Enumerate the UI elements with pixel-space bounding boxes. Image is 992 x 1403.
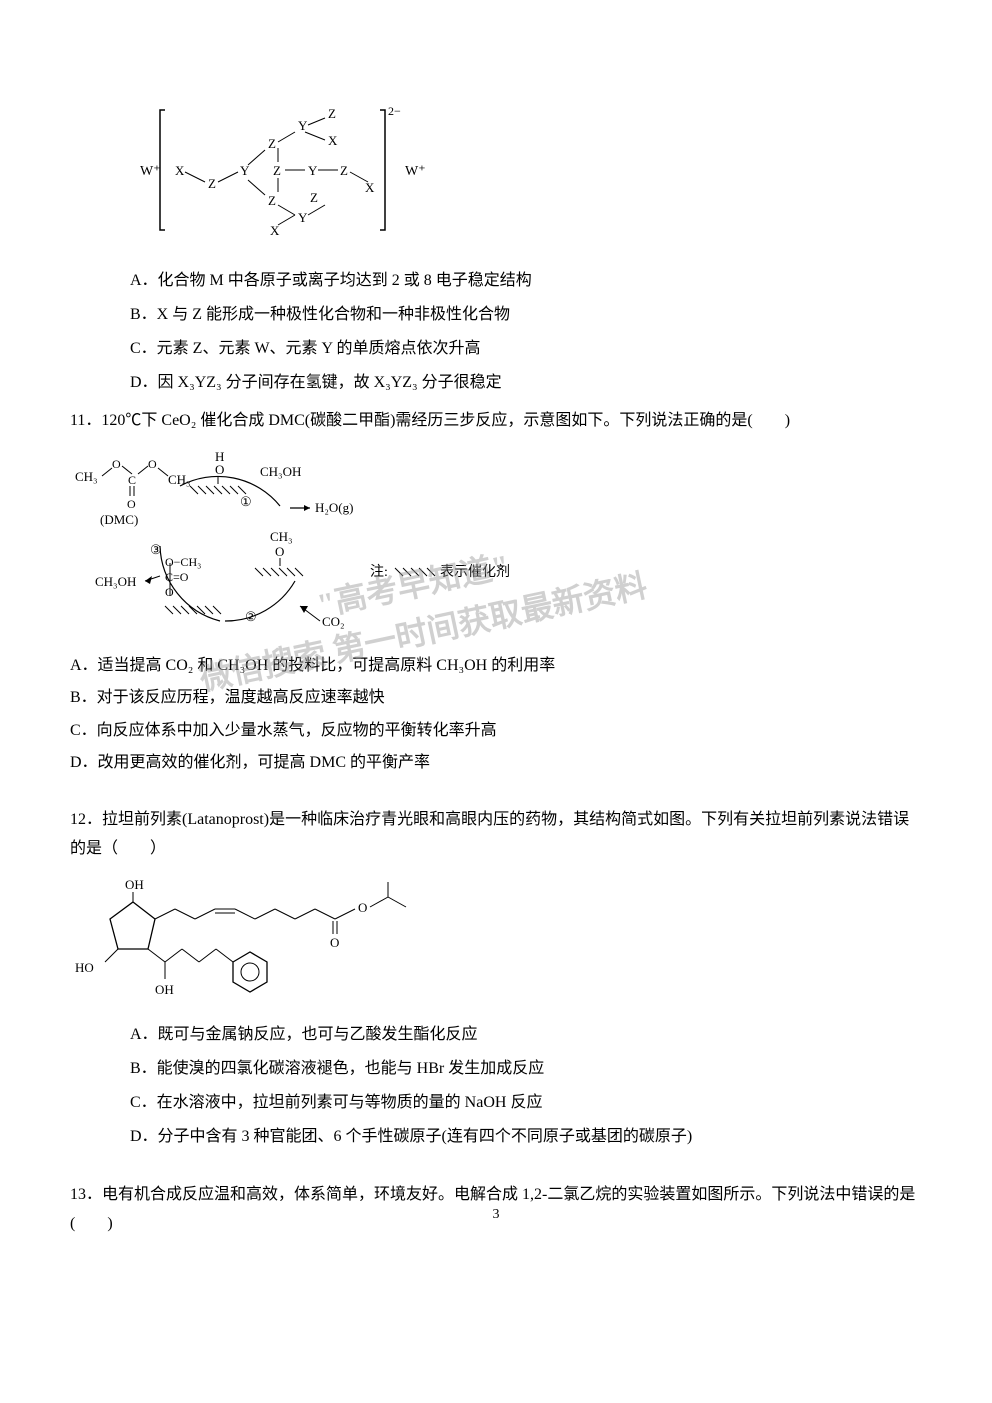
q11-choice-b: B．对于该反应历程，温度越高反应速率越快 (70, 683, 922, 713)
q12-choice-d: D．分子中含有 3 种官能团、6 个手性碳原子(连有四个不同原子或基团的碳原子) (130, 1121, 922, 1153)
svg-text:O: O (127, 497, 136, 511)
q11-choice-d: D．改用更高效的催化剂，可提高 DMC 的平衡产率 (70, 748, 922, 778)
q11-stem: 11．120℃下 CeO₂ 催化合成 DMC(碳酸二甲酯)需经历三步反应，示意图… (70, 407, 922, 436)
q11-choice-a: A．适当提高 CO₂ 和 CH₃OH 的投料比，可提高原料 CH₃OH 的利用率 (70, 651, 922, 681)
q12-choice-a: A．既可与金属钠反应，也可与乙酸发生酯化反应 (130, 1019, 922, 1051)
svg-text:C: C (128, 473, 136, 487)
q10-choice-d: D．因 X₃YZ₃ 分子间存在氢键，故 X₃YZ₃ 分子很稳定 (130, 367, 922, 399)
svg-text:Y: Y (298, 210, 308, 225)
q10-choice-b: B．X 与 Z 能形成一种极性化合物和一种非极性化合物 (130, 299, 922, 331)
svg-text:Z: Z (310, 190, 318, 205)
svg-text:Y: Y (298, 118, 308, 133)
svg-text:①: ① (240, 494, 252, 509)
svg-text:OH: OH (125, 877, 144, 892)
svg-text:注:: 注: (370, 564, 388, 580)
svg-text:X: X (365, 180, 375, 195)
svg-text:O: O (330, 935, 339, 950)
q10-choices: A．化合物 M 中各原子或离子均达到 2 或 8 电子稳定结构 B．X 与 Z … (130, 265, 922, 399)
svg-text:O: O (275, 544, 284, 559)
svg-text:Y: Y (308, 163, 318, 178)
q12-choice-c: C．在水溶液中，拉坦前列素可与等物质的量的 NaOH 反应 (130, 1087, 922, 1119)
q10-complex-diagram: W⁺ 2− W⁺ X Z Y Z Y Z X Z Y Z X (130, 100, 922, 245)
q10-choice-c: C．元素 Z、元素 W、元素 Y 的单质熔点依次升高 (130, 333, 922, 365)
svg-text:CH₃: CH₃ (168, 472, 191, 487)
svg-text:Z: Z (340, 163, 348, 178)
svg-text:CH₃OH: CH₃OH (95, 574, 136, 589)
svg-text:Z: Z (268, 193, 276, 208)
svg-text:O: O (215, 462, 224, 477)
svg-text:Z: Z (273, 163, 281, 178)
svg-text:O: O (112, 457, 121, 471)
svg-text:Z: Z (208, 176, 216, 191)
q12-stem: 12．拉坦前列素(Latanoprost)是一种临床治疗青光眼和高眼内压的药物，… (70, 806, 922, 864)
q12-structure: OH HO OH O O (70, 874, 922, 1009)
svg-text:O: O (148, 457, 157, 471)
svg-text:CH₃: CH₃ (270, 529, 293, 544)
svg-text:CO₂: CO₂ (322, 614, 345, 629)
q10-choice-a: A．化合物 M 中各原子或离子均达到 2 或 8 电子稳定结构 (130, 265, 922, 297)
svg-text:X: X (270, 223, 280, 238)
w-plus-left: W⁺ (140, 164, 161, 179)
svg-text:C=O: C=O (165, 570, 189, 584)
q11-choices: A．适当提高 CO₂ 和 CH₃OH 的投料比，可提高原料 CH₃OH 的利用率… (70, 651, 922, 779)
q12-choice-b: B．能使溴的四氯化碳溶液褪色，也能与 HBr 发生加成反应 (130, 1053, 922, 1085)
svg-text:CH₃OH: CH₃OH (260, 464, 301, 479)
svg-text:HO: HO (75, 960, 94, 975)
q11-note: 表示催化剂 (440, 564, 510, 580)
svg-text:Z: Z (328, 106, 336, 121)
svg-text:X: X (328, 133, 338, 148)
q11-choice-c: C．向反应体系中加入少量水蒸气，反应物的平衡转化率升高 (70, 716, 922, 746)
svg-text:CH₃: CH₃ (75, 469, 98, 484)
svg-text:2−: 2− (388, 104, 401, 118)
q12-choices: A．既可与金属钠反应，也可与乙酸发生酯化反应 B．能使溴的四氯化碳溶液褪色，也能… (130, 1019, 922, 1153)
svg-text:OH: OH (155, 982, 174, 997)
q11-cycle-diagram: H O CH₃OH CH₃ O C O O CH₃ (DMC) ① H₂O(g)… (70, 446, 922, 641)
svg-text:②: ② (245, 609, 257, 624)
svg-text:X: X (175, 163, 185, 178)
svg-text:H₂O(g): H₂O(g) (315, 500, 353, 515)
svg-text:W⁺: W⁺ (405, 164, 426, 179)
svg-text:(DMC): (DMC) (100, 512, 138, 527)
svg-text:O: O (358, 900, 367, 915)
svg-text:Z: Z (268, 136, 276, 151)
page-number: 3 (493, 1207, 500, 1223)
svg-text:Y: Y (240, 163, 250, 178)
